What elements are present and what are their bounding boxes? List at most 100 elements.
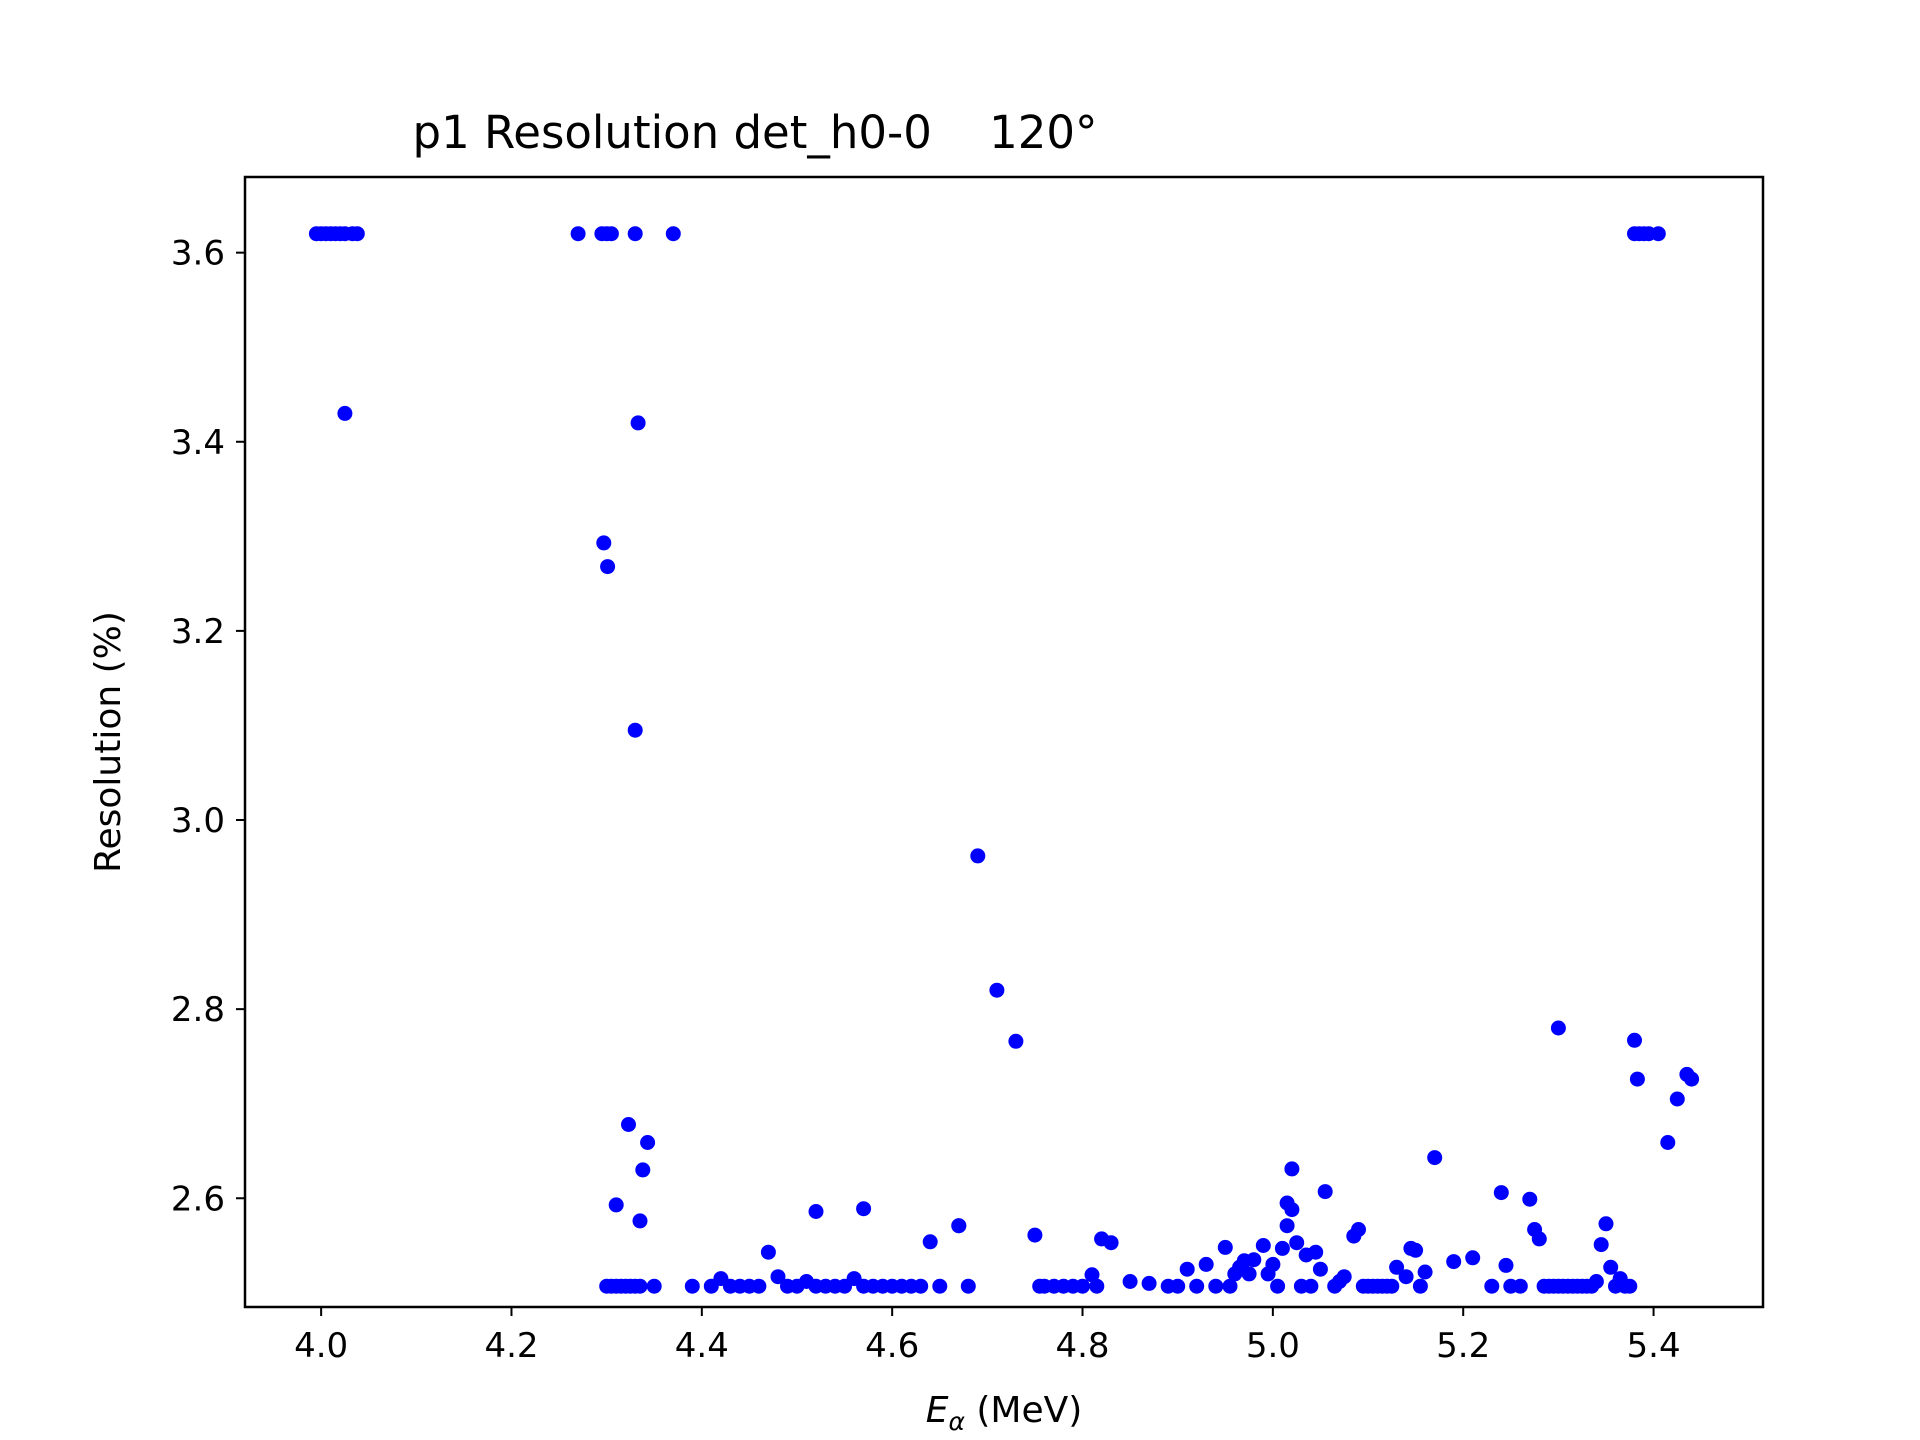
plot-frame — [243, 175, 1765, 1309]
data-point — [1622, 1278, 1638, 1294]
data-point — [1512, 1278, 1528, 1294]
data-point — [608, 1197, 624, 1213]
data-point — [1498, 1257, 1514, 1273]
data-point — [1308, 1244, 1324, 1260]
data-point — [856, 1201, 872, 1217]
data-point — [1008, 1033, 1024, 1049]
x-axis-label-unit: (MeV) — [965, 1390, 1082, 1431]
y-tick-label: 3.2 — [171, 612, 225, 652]
data-point — [1412, 1278, 1428, 1294]
data-point — [1550, 1020, 1566, 1036]
x-tick-label: 5.4 — [1627, 1326, 1681, 1366]
data-point — [808, 1204, 824, 1219]
data-point — [1684, 1071, 1700, 1087]
data-point — [627, 226, 643, 242]
data-point — [1493, 1185, 1509, 1201]
data-point — [1669, 1091, 1685, 1107]
chart-title: p1 Resolution det_h0-0 120° — [413, 106, 1098, 159]
data-point — [1284, 1202, 1300, 1218]
data-point — [665, 226, 681, 242]
data-point — [1384, 1278, 1400, 1294]
data-point — [1650, 226, 1666, 242]
data-point — [1274, 1240, 1290, 1256]
data-point — [1427, 1150, 1443, 1166]
data-point — [1408, 1242, 1424, 1258]
x-tick-label: 4.6 — [865, 1326, 919, 1366]
data-point — [1179, 1261, 1195, 1277]
data-point — [640, 1135, 656, 1150]
data-point — [1279, 1218, 1295, 1234]
data-point — [1446, 1254, 1462, 1270]
y-axis: 2.6 2.8 3.0 3.2 3.4 3.6 — [171, 234, 245, 1219]
data-point — [1660, 1135, 1676, 1150]
data-point — [1103, 1235, 1119, 1251]
data-point — [646, 1278, 662, 1294]
data-point — [1629, 1071, 1645, 1087]
data-points — [308, 226, 1700, 1294]
x-axis-label: Eα (MeV) — [926, 1390, 1083, 1436]
data-point — [1089, 1278, 1105, 1294]
x-axis-label-subscript: α — [948, 1407, 965, 1436]
data-point — [603, 226, 619, 242]
data-point — [570, 226, 586, 242]
y-tick-label: 2.8 — [171, 990, 225, 1030]
data-point — [630, 415, 646, 431]
data-point — [1284, 1161, 1300, 1177]
data-point — [951, 1218, 967, 1234]
data-point — [1417, 1264, 1433, 1280]
data-point — [1603, 1259, 1619, 1275]
x-tick-label: 5.2 — [1436, 1326, 1490, 1366]
data-point — [1351, 1222, 1366, 1237]
data-point — [760, 1244, 776, 1260]
data-point — [960, 1278, 976, 1294]
data-point — [1141, 1275, 1157, 1291]
data-point — [1170, 1278, 1186, 1294]
data-point — [751, 1278, 767, 1294]
data-point — [1265, 1256, 1281, 1272]
data-point — [913, 1278, 929, 1294]
y-tick-label: 2.6 — [171, 1179, 225, 1219]
data-point — [1398, 1269, 1414, 1285]
x-tick-label: 5.0 — [1246, 1326, 1300, 1366]
data-point — [1465, 1250, 1481, 1266]
data-point — [770, 1269, 786, 1285]
data-point — [1627, 1032, 1642, 1048]
y-tick-label: 3.4 — [171, 423, 225, 463]
data-point — [1189, 1278, 1205, 1294]
data-point — [1588, 1274, 1604, 1289]
data-point — [635, 1162, 651, 1178]
data-point — [1198, 1256, 1214, 1272]
x-tick-label: 4.4 — [675, 1326, 729, 1366]
data-point — [1122, 1274, 1138, 1289]
data-point — [1270, 1278, 1286, 1294]
data-point — [970, 848, 986, 864]
data-point — [1208, 1278, 1224, 1294]
data-point — [1303, 1278, 1319, 1294]
data-point — [1531, 1231, 1547, 1247]
data-point — [1084, 1267, 1100, 1283]
x-tick-label: 4.0 — [294, 1326, 348, 1366]
data-point — [1075, 1278, 1090, 1294]
data-point — [600, 559, 616, 575]
x-tick-label: 4.8 — [1055, 1326, 1109, 1366]
y-tick-label: 3.0 — [171, 801, 225, 841]
x-axis-label-symbol: E — [926, 1390, 949, 1431]
data-point — [1317, 1184, 1333, 1200]
data-point — [1593, 1237, 1609, 1253]
data-point — [1484, 1278, 1500, 1294]
data-point — [627, 722, 643, 738]
data-point — [596, 535, 612, 551]
x-axis: 4.0 4.2 4.4 4.6 4.8 5.0 5.2 5.4 — [294, 1307, 1681, 1366]
data-point — [337, 405, 353, 421]
data-point — [632, 1278, 648, 1294]
data-point — [1255, 1238, 1271, 1253]
data-point — [632, 1213, 648, 1229]
data-point — [932, 1278, 948, 1294]
data-point — [1246, 1252, 1262, 1268]
data-point — [349, 226, 365, 242]
y-tick-label: 3.6 — [171, 234, 225, 274]
data-point — [1241, 1266, 1257, 1282]
data-point — [684, 1278, 700, 1294]
data-point — [1217, 1239, 1233, 1255]
